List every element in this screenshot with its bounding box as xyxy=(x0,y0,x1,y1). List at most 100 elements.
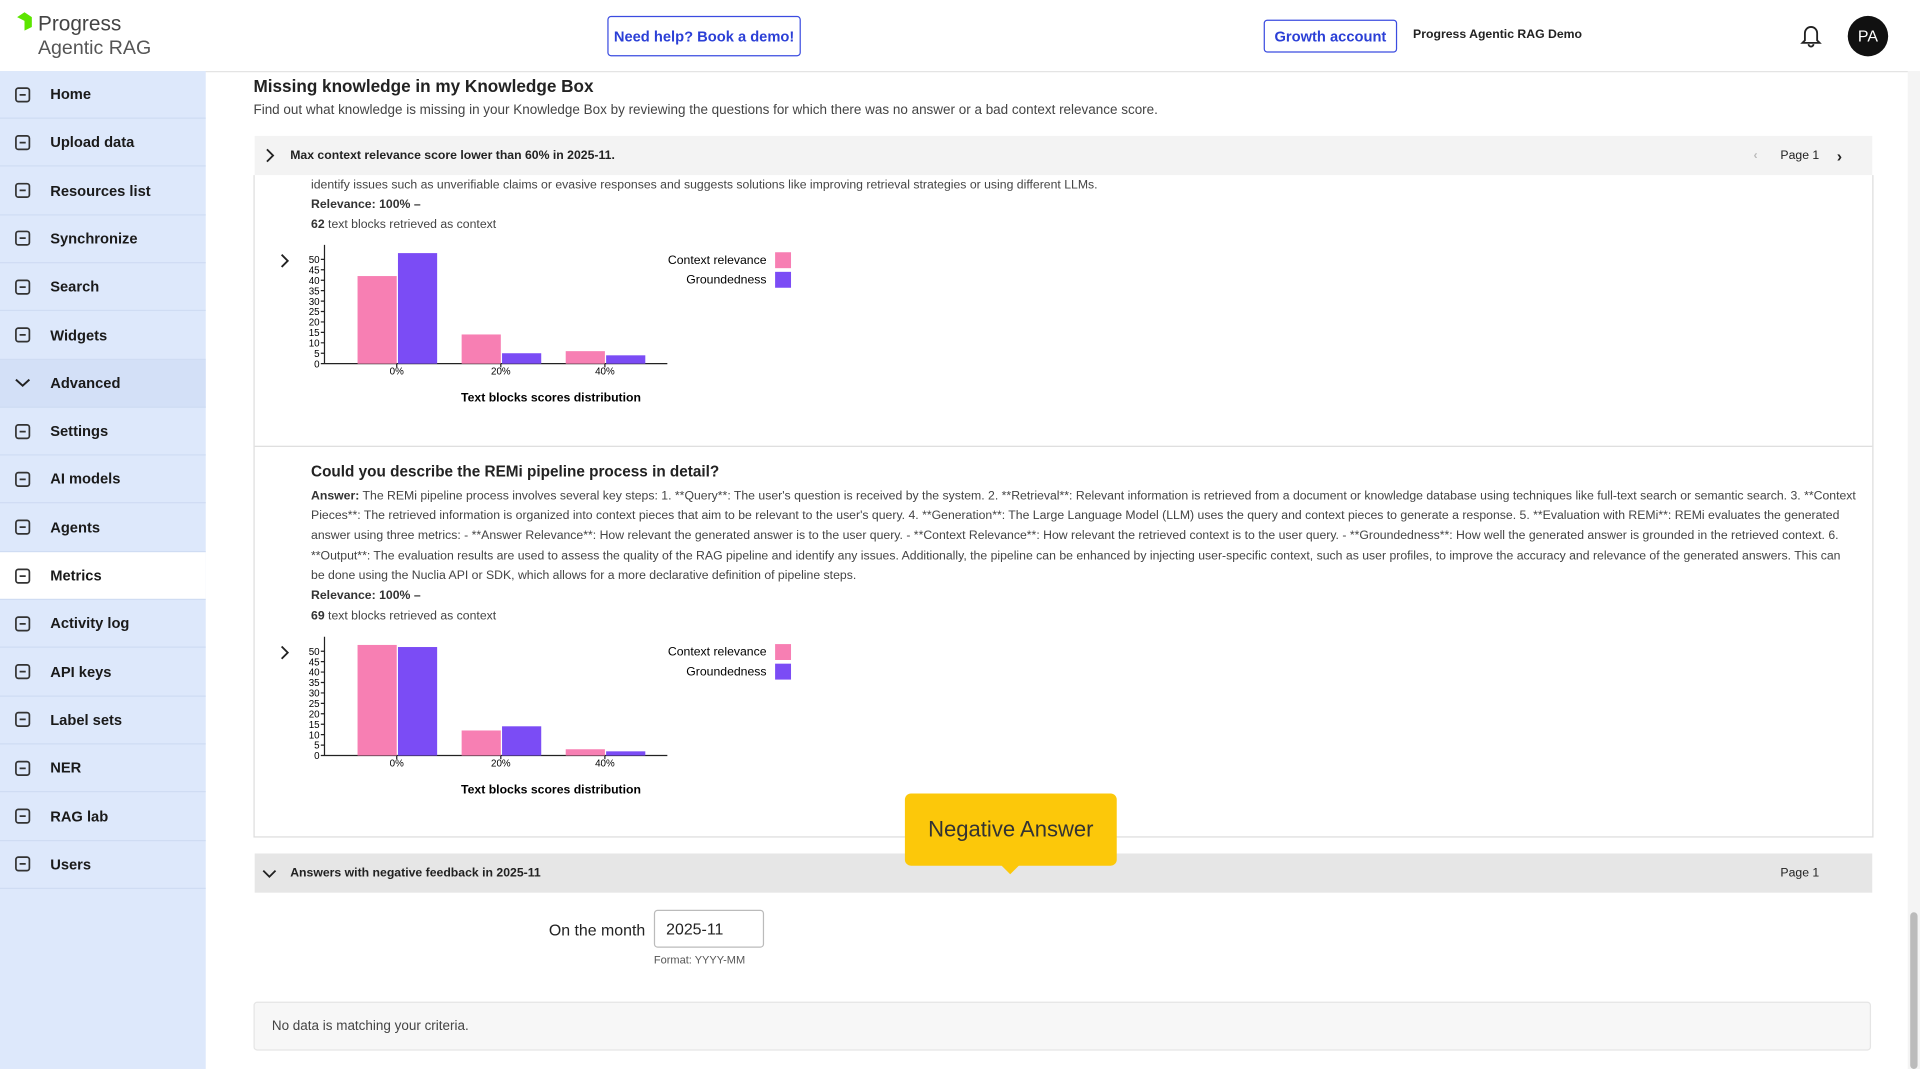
y-tick-label: 20 xyxy=(309,709,320,720)
bar xyxy=(357,644,397,756)
answer-label: Answer: xyxy=(311,489,360,504)
nav-item[interactable]: Search xyxy=(0,263,206,312)
nav-item[interactable]: Label sets xyxy=(0,697,206,745)
nav-icon xyxy=(15,567,31,584)
kb-name[interactable]: Progress Agentic RAG Demo xyxy=(1413,28,1583,42)
y-tick-label: 35 xyxy=(309,286,320,297)
nav-item[interactable]: API keys xyxy=(0,648,206,697)
sidebar: Home Upload data Resources list Synchronize… xyxy=(0,71,206,1069)
nav-item[interactable]: Users xyxy=(0,841,206,889)
y-tick-label: 40 xyxy=(309,276,320,287)
y-tick-label: 10 xyxy=(309,338,320,349)
bar xyxy=(397,253,438,364)
nav-label: Metrics xyxy=(50,566,102,585)
nav-label: Advanced xyxy=(50,374,121,392)
expand-icon xyxy=(266,148,275,163)
nav-item[interactable]: Home xyxy=(0,71,206,119)
bar xyxy=(565,351,605,364)
month-input[interactable]: 2025-11 xyxy=(653,909,765,948)
nav-label: NER xyxy=(50,759,82,777)
legend-swatch xyxy=(775,271,792,288)
x-tick-label: 0% xyxy=(390,759,404,770)
answer-text: The REMi pipeline process involves sever… xyxy=(311,489,1856,583)
nav-icon xyxy=(15,327,31,343)
blocks-text: text blocks retrieved as context xyxy=(328,217,497,232)
nav-item[interactable]: Resources list xyxy=(0,167,206,216)
nav-icon xyxy=(15,712,31,728)
expand-icon[interactable] xyxy=(278,253,290,268)
month-label: On the month xyxy=(548,920,646,940)
account-button[interactable]: Growth account xyxy=(1263,19,1398,53)
y-tick-label: 35 xyxy=(309,678,320,689)
nav-label: Settings xyxy=(50,422,109,440)
relevance-label: Relevance: xyxy=(311,588,376,603)
question: Could you describe the REMi pipeline pro… xyxy=(311,462,720,481)
nav-icon xyxy=(15,760,31,776)
y-tick-label: 45 xyxy=(309,657,320,668)
y-tick-label: 30 xyxy=(309,297,320,308)
notifications[interactable] xyxy=(1800,23,1822,48)
relevance-label: Relevance: xyxy=(311,198,376,212)
nav-item[interactable]: Synchronize xyxy=(0,215,206,264)
nav-label: Activity log xyxy=(50,615,130,633)
avatar[interactable]: PA xyxy=(1847,15,1889,57)
blocks-count: 62 xyxy=(311,217,325,232)
next-page[interactable]: › xyxy=(1836,146,1843,165)
y-tick-label: 50 xyxy=(309,255,320,266)
section-title: Answers with negative feedback in 2025-1… xyxy=(290,866,541,880)
nav-label: Synchronize xyxy=(50,230,138,248)
y-tick-label: 25 xyxy=(309,307,320,318)
nav-item[interactable]: AI models xyxy=(0,456,206,504)
tooltip-arrow xyxy=(1000,864,1021,875)
nav-label: API keys xyxy=(50,663,112,681)
y-tick-label: 10 xyxy=(309,730,320,741)
nav-item[interactable]: Agents xyxy=(0,504,206,552)
scroll-thumb[interactable] xyxy=(1910,912,1918,1069)
nav-icon xyxy=(15,664,31,680)
nav-icon xyxy=(15,279,31,295)
nav-item[interactable]: Settings xyxy=(0,408,206,456)
nav-item[interactable]: Activity log xyxy=(0,600,206,649)
legend-label: Context relevance xyxy=(668,645,767,659)
nav-icon xyxy=(15,379,31,388)
logo-brand: Progress xyxy=(37,12,122,36)
section-header[interactable]: Max context relevance score lower than 6… xyxy=(254,135,1873,176)
nav-icon xyxy=(15,856,31,872)
answer-text: identify issues such as unverifiable cla… xyxy=(311,178,1098,193)
nav-item[interactable]: Metrics xyxy=(0,552,206,601)
legend-swatch xyxy=(775,663,792,680)
nav-label: Search xyxy=(50,278,100,296)
nav-label: Widgets xyxy=(50,326,108,344)
nav-item[interactable]: NER xyxy=(0,745,206,793)
nav-icon xyxy=(15,423,31,439)
x-tick-label: 20% xyxy=(491,367,511,378)
y-tick-label: 0 xyxy=(314,751,320,762)
bar xyxy=(357,276,397,364)
scrollbar[interactable] xyxy=(1907,71,1920,1069)
nav-item[interactable]: Upload data xyxy=(0,119,206,167)
nav-item[interactable]: Advanced xyxy=(0,359,206,408)
page-title: Missing knowledge in my Knowledge Box xyxy=(253,75,594,96)
bar xyxy=(461,730,501,756)
expand-icon[interactable] xyxy=(278,645,290,660)
x-tick-label: 40% xyxy=(595,759,615,770)
x-tick-label: 0% xyxy=(390,367,404,378)
x-axis-title: Text blocks scores distribution xyxy=(461,782,641,796)
nav-item[interactable]: RAG lab xyxy=(0,793,206,841)
section-title: Max context relevance score lower than 6… xyxy=(290,148,615,163)
nav-label: Upload data xyxy=(50,133,135,151)
demo-button[interactable]: Need help? Book a demo! xyxy=(607,15,801,57)
nav-label: Home xyxy=(50,85,92,103)
nav-icon xyxy=(15,86,31,102)
legend-swatch xyxy=(775,252,792,269)
y-tick-label: 20 xyxy=(309,318,320,329)
page-subtitle: Find out what knowledge is missing in yo… xyxy=(253,102,1158,118)
prev-page[interactable]: ‹ xyxy=(1753,148,1758,163)
nav-label: Agents xyxy=(50,518,101,536)
y-tick-label: 40 xyxy=(309,668,320,679)
nav-item[interactable]: Widgets xyxy=(0,312,206,360)
nav-icon xyxy=(15,808,31,824)
